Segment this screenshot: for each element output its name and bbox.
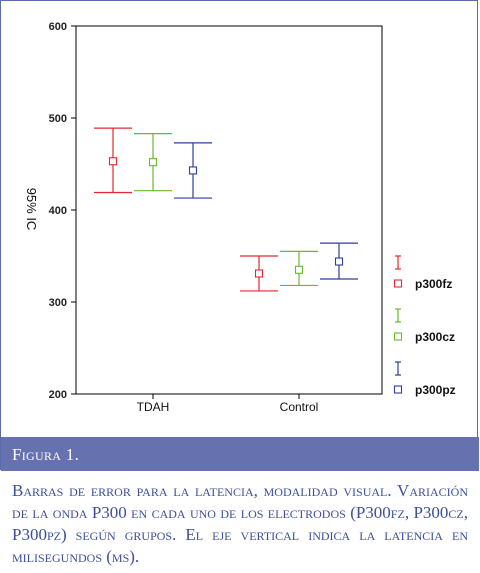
legend: p300fz p300cz p300pz (393, 255, 456, 397)
y-axis: 200 300 400 500 600 (49, 21, 76, 401)
x-tick-label: TDAH (137, 400, 170, 414)
mean-marker (188, 166, 198, 175)
error-bar-p300fz-control (240, 255, 278, 292)
legend-item-p300fz: p300fz (393, 255, 452, 291)
plot-area (75, 25, 383, 395)
legend-label: p300fz (415, 277, 452, 291)
y-tick-label: 200 (49, 389, 67, 401)
y-axis-label: 95% IC (24, 188, 39, 231)
mean-marker (148, 158, 158, 167)
error-bar-p300cz-tdah (134, 133, 172, 192)
error-bar-chart: 200 300 400 500 600 TDAH Control p300fz p300cz… (24, 21, 456, 414)
mean-marker (254, 269, 264, 278)
x-tick-label: Control (280, 400, 319, 414)
error-bar-p300pz-tdah (174, 142, 212, 199)
legend-label: p300pz (415, 383, 456, 397)
y-tick-label: 500 (49, 113, 67, 125)
y-tick-label: 300 (49, 297, 67, 309)
mean-marker (334, 257, 344, 266)
legend-marker-icon (393, 279, 403, 288)
figure-frame: 200 300 400 500 600 TDAH Control p300fz p300cz… (0, 0, 479, 471)
figure-caption: Barras de error para la latencia, modali… (12, 481, 469, 566)
figure-label-bar: Figura 1. (1, 437, 479, 471)
figure-label: Figura 1. (12, 445, 80, 464)
error-bars (94, 127, 358, 292)
legend-item-p300cz: p300cz (393, 308, 455, 344)
mean-marker (294, 265, 304, 274)
legend-marker-icon (393, 385, 403, 394)
legend-label: p300cz (415, 330, 455, 344)
legend-item-p300pz: p300pz (393, 361, 456, 397)
error-bar-p300pz-control (320, 242, 358, 280)
y-tick-label: 400 (49, 205, 67, 217)
mean-marker (108, 157, 118, 166)
error-bar-p300cz-control (280, 250, 318, 287)
x-axis: TDAH Control (137, 394, 319, 414)
legend-marker-icon (393, 332, 403, 341)
error-bar-p300fz-tdah (94, 127, 132, 194)
y-tick-label: 600 (49, 21, 67, 33)
